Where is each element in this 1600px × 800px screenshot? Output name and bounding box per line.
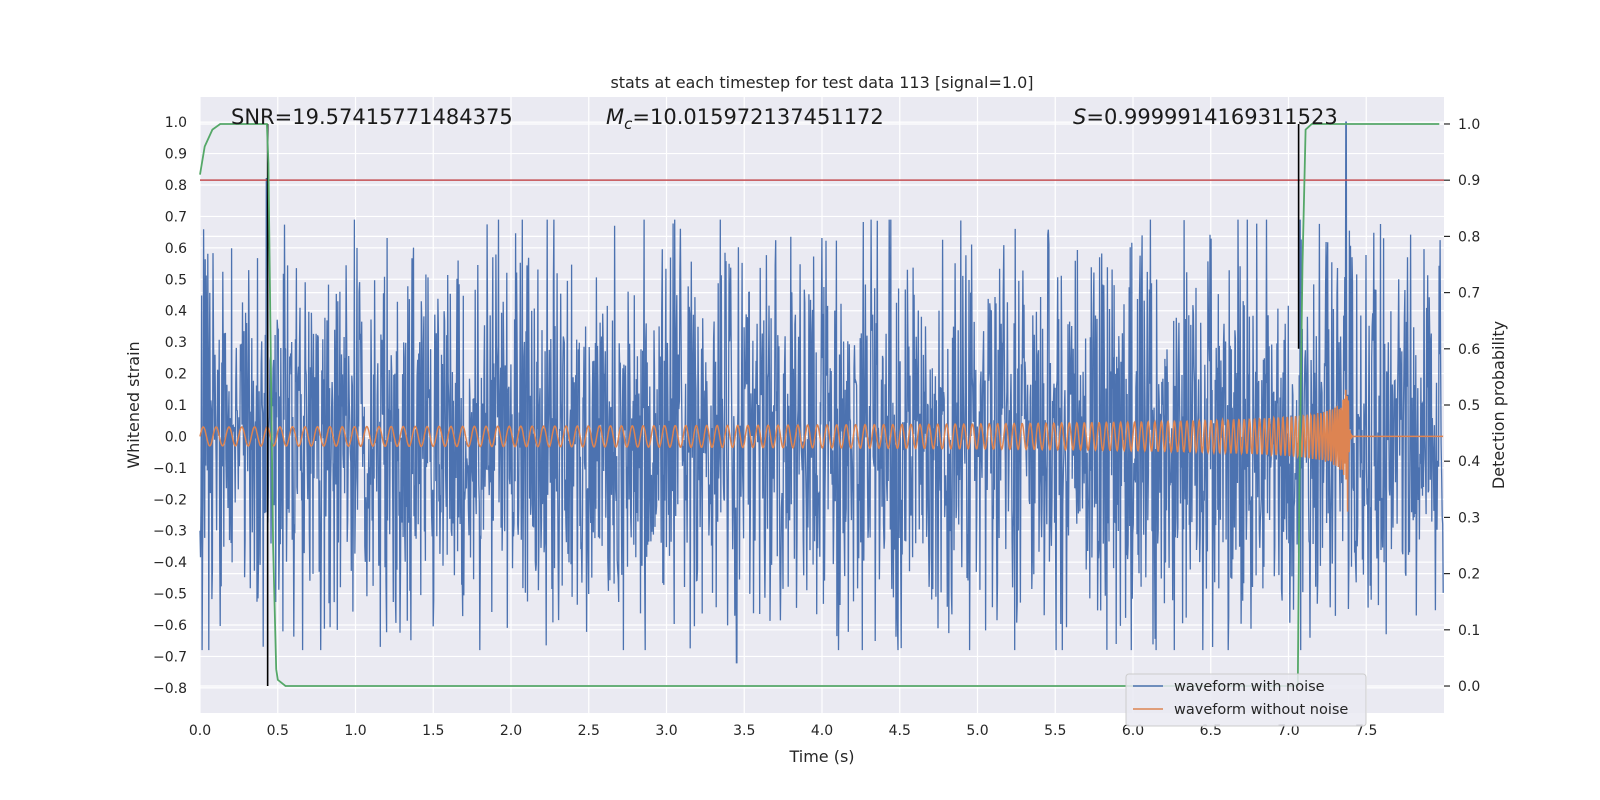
y2-tick-label: 1.0 [1458,117,1480,133]
chart-title: stats at each timestep for test data 113… [610,73,1033,92]
y-tick-label: 0.6 [165,241,187,257]
annotation-s-value: =0.9999914169311523 [1086,105,1337,129]
series-waveform-without-noise [199,389,1444,512]
annotation-mc-value: =10.015972137451172 [632,105,883,129]
y-tick-label: −0.5 [153,587,187,603]
series-detection-probability [199,123,1440,687]
y-tick-label: −0.2 [153,492,187,508]
y-tick-label: 0.5 [165,272,187,288]
annotation-chirp-mass: Mc=10.015972137451172 [606,105,884,133]
x-tick-label: 4.0 [811,723,833,739]
x-tick-label: 5.0 [966,723,988,739]
annotation-s-symbol: S [1073,105,1086,129]
y-tick-label: 1.0 [165,115,187,131]
x-tick-label: 1.0 [344,723,366,739]
y-tick-label: 0.8 [165,178,187,194]
x-tick-label: 0.5 [267,723,289,739]
y2-tick-label: 0.1 [1458,623,1480,639]
y2-tick-label: 0.0 [1458,679,1480,695]
x-tick-label: 6.0 [1122,723,1144,739]
y2-tick-label: 0.3 [1458,510,1480,526]
y-tick-label: −0.7 [153,649,187,665]
y-tick-label: −0.8 [153,681,187,697]
y-tick-label: −0.6 [153,618,187,634]
y-tick-label: −0.4 [153,555,187,571]
y2-tick-label: 0.5 [1458,398,1480,414]
y2-tick-label: 0.8 [1458,229,1480,245]
annotation-snr: SNR=19.57415771484375 [231,105,513,129]
y-tick-label: 0.0 [165,429,187,445]
legend: waveform with noise waveform without noi… [1125,673,1367,727]
series-layer [199,121,1444,687]
y-tick-label: 0.9 [165,147,187,163]
y2-axis-title: Detection probability [1489,321,1508,489]
x-tick-label: 3.0 [655,723,677,739]
y-tick-label: 0.1 [165,398,187,414]
x-tick-label: 3.5 [733,723,755,739]
annotation-score: S=0.9999914169311523 [1073,105,1338,129]
y-tick-label: 0.2 [165,367,187,383]
y2-tick-label: 0.4 [1458,454,1480,470]
legend-label-signal: waveform without noise [1174,702,1348,718]
y2-tick-label: 0.9 [1458,173,1480,189]
x-tick-label: 2.0 [500,723,522,739]
annotation-mc-symbol: M [606,105,624,129]
y2-tick-label: 0.7 [1458,286,1480,302]
series-waveform-with-noise [199,121,1444,664]
legend-label-noise: waveform with noise [1174,679,1325,695]
x-tick-label: 6.5 [1200,723,1222,739]
x-tick-label: 4.5 [889,723,911,739]
x-tick-label: 0.0 [189,723,211,739]
x-tick-label: 2.5 [578,723,600,739]
legend-box [1125,673,1367,727]
y2-tick-label: 0.6 [1458,342,1480,358]
y-tick-label: −0.3 [153,524,187,540]
x-tick-label: 7.0 [1277,723,1299,739]
axis-ticks: 0.0 0.5 1.0 1.5 2.0 2.5 3.0 3.5 4.0 4.5 5.0 5.5 6.0 6… [153,115,1480,739]
y2-tick-label: 0.2 [1458,567,1480,583]
y-tick-label: 0.3 [165,335,187,351]
y-tick-label: 0.4 [165,304,187,320]
x-tick-label: 7.5 [1355,723,1377,739]
y-tick-label: 0.7 [165,209,187,225]
x-axis-title: Time (s) [788,747,854,766]
y-axis-title: Whitened strain [124,341,143,468]
y-tick-label: −0.1 [153,461,187,477]
annotation-mc-subscript: c [624,115,633,133]
x-tick-label: 5.5 [1044,723,1066,739]
x-tick-label: 1.5 [422,723,444,739]
